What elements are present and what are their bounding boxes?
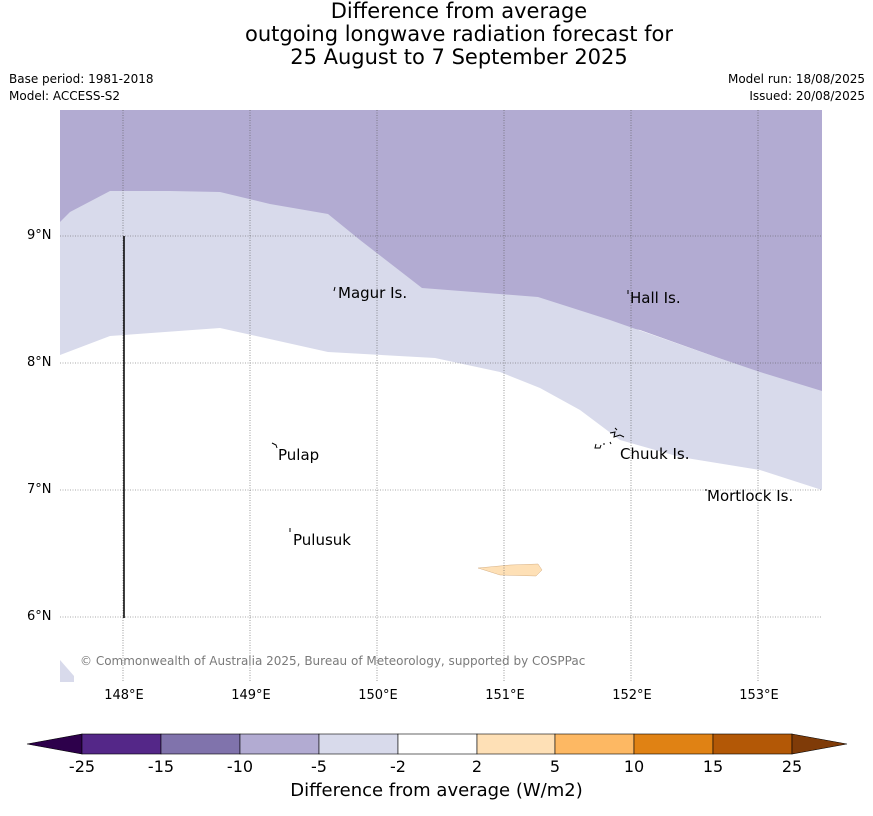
lon-label-149e: 149°E bbox=[231, 688, 271, 703]
colorbar-seg-9 bbox=[712, 733, 793, 755]
model-text: Model: ACCESS-S2 bbox=[9, 89, 121, 103]
island-markers bbox=[271, 286, 707, 532]
lon-label-148e: 148°E bbox=[104, 688, 144, 703]
title-line-1: Difference from average bbox=[330, 0, 588, 23]
colorbar-arrow-low bbox=[26, 733, 83, 755]
lat-label-8n: 8°N bbox=[27, 355, 52, 370]
map-area bbox=[60, 110, 822, 682]
model-run-text: Model run: 18/08/2025 bbox=[727, 72, 865, 86]
lon-label-153e: 153°E bbox=[739, 688, 779, 703]
place-label-pulusuk: Pulusuk bbox=[293, 531, 351, 549]
base-period-text: Base period: 1981-2018 bbox=[9, 72, 154, 86]
title-line-2: outgoing longwave radiation forecast for bbox=[244, 22, 674, 46]
grid-lines bbox=[60, 110, 822, 682]
colorbar-tick-label: -5 bbox=[311, 757, 327, 776]
colorbar-seg-6 bbox=[476, 733, 556, 755]
place-label-pulap: Pulap bbox=[278, 446, 320, 464]
colorbar-tick-label: 25 bbox=[781, 757, 803, 776]
colorbar-seg-3 bbox=[239, 733, 320, 755]
colorbar-tick-label: 2 bbox=[471, 757, 483, 776]
anomaly-patch-orange bbox=[477, 563, 543, 577]
colorbar-tick-label: 15 bbox=[702, 757, 724, 776]
colorbar-tick-label: 10 bbox=[623, 757, 645, 776]
meta-left: Base period: 1981-2018 Model: ACCESS-S2 bbox=[9, 71, 154, 105]
lat-label-7n: 7°N bbox=[27, 482, 52, 497]
island-magur bbox=[333, 286, 336, 292]
island-pulap bbox=[271, 442, 278, 449]
place-label-chuuk: Chuuk Is. bbox=[620, 445, 690, 463]
place-label-hall: Hall Is. bbox=[630, 289, 681, 307]
colorbar-tick-label: -15 bbox=[147, 757, 175, 776]
lat-label-6n: 6°N bbox=[27, 609, 52, 624]
colorbar-seg-4 bbox=[318, 733, 399, 755]
colorbar-title: Difference from average (W/m2) bbox=[290, 780, 583, 801]
colorbar-seg-1 bbox=[81, 733, 162, 755]
anomaly-band-minus5-minus2 bbox=[60, 191, 822, 490]
copyright-text: © Commonwealth of Australia 2025, Bureau… bbox=[80, 654, 586, 668]
colorbar-tick-label: -10 bbox=[226, 757, 254, 776]
colorbar-arrow-high bbox=[791, 733, 848, 755]
map-title: Difference from average outgoing longwav… bbox=[0, 0, 873, 69]
map-svg bbox=[60, 110, 822, 682]
place-label-magur: Magur Is. bbox=[338, 284, 408, 302]
lon-label-152e: 152°E bbox=[612, 688, 652, 703]
island-chuuk-lagoon bbox=[594, 427, 625, 449]
lon-label-151e: 151°E bbox=[485, 688, 525, 703]
lat-label-9n: 9°N bbox=[27, 228, 52, 243]
issued-text: Issued: 20/08/2025 bbox=[749, 89, 865, 103]
anomaly-corner-patch bbox=[60, 660, 74, 682]
lon-label-150e: 150°E bbox=[358, 688, 398, 703]
colorbar-tick-label: 5 bbox=[549, 757, 561, 776]
colorbar-seg-5 bbox=[397, 733, 478, 755]
colorbar-seg-2 bbox=[160, 733, 241, 755]
title-line-3: 25 August to 7 September 2025 bbox=[290, 45, 628, 69]
meta-right: Model run: 18/08/2025 Issued: 20/08/2025 bbox=[728, 71, 865, 105]
anomaly-band-minus10-minus5 bbox=[60, 110, 822, 392]
colorbar-tick-label: -25 bbox=[68, 757, 96, 776]
colorbar bbox=[26, 733, 848, 755]
colorbar-seg-7 bbox=[554, 733, 635, 755]
colorbar-tick-label: -2 bbox=[390, 757, 406, 776]
place-label-mortlock: Mortlock Is. bbox=[707, 487, 794, 505]
colorbar-seg-8 bbox=[633, 733, 714, 755]
